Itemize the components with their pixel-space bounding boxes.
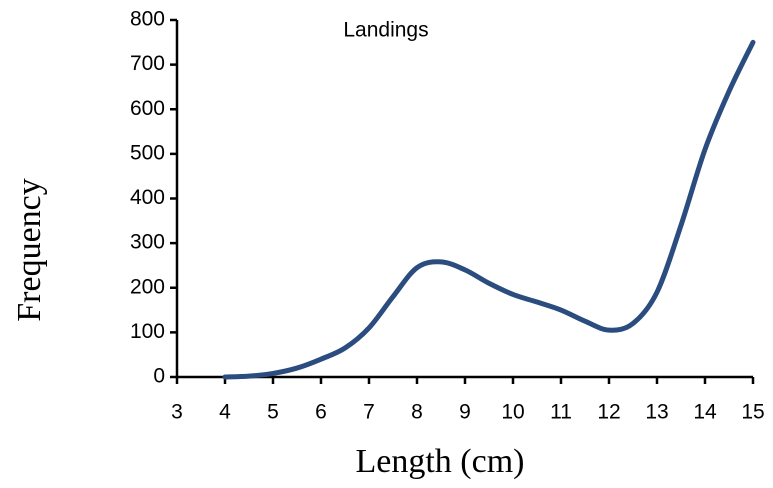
y-tick-label: 800 <box>130 8 165 31</box>
y-tick-label: 400 <box>130 186 165 209</box>
x-tick-label: 8 <box>411 401 423 424</box>
y-tick-label: 100 <box>130 320 165 343</box>
x-tick-label: 9 <box>459 401 471 424</box>
x-tick-label: 3 <box>171 401 183 424</box>
x-axis-label: Length (cm) <box>356 443 525 480</box>
annotation: Landings <box>343 19 428 42</box>
x-tick-label: 12 <box>597 401 620 424</box>
y-tick-label: 300 <box>130 231 165 254</box>
x-tick-label: 14 <box>693 401 717 424</box>
x-tick-label: 7 <box>363 401 375 424</box>
x-tick-label: 5 <box>267 401 279 424</box>
line <box>222 39 756 380</box>
x-tick-label: 15 <box>741 401 764 424</box>
y-axis-label: Frequency <box>11 178 48 322</box>
x-tick-label: 10 <box>501 401 524 424</box>
y-tick-label: 600 <box>130 97 165 120</box>
y-tick-label: 500 <box>130 141 165 164</box>
x-tick-label: 4 <box>219 401 231 424</box>
y-tick-label: 200 <box>130 275 165 298</box>
x-tick-label: 6 <box>315 401 327 424</box>
x-tick-label: 13 <box>645 401 668 424</box>
y-tick-label: 0 <box>153 365 165 388</box>
y-tick-label: 700 <box>130 52 165 75</box>
x-tick-label: 11 <box>550 401 572 424</box>
